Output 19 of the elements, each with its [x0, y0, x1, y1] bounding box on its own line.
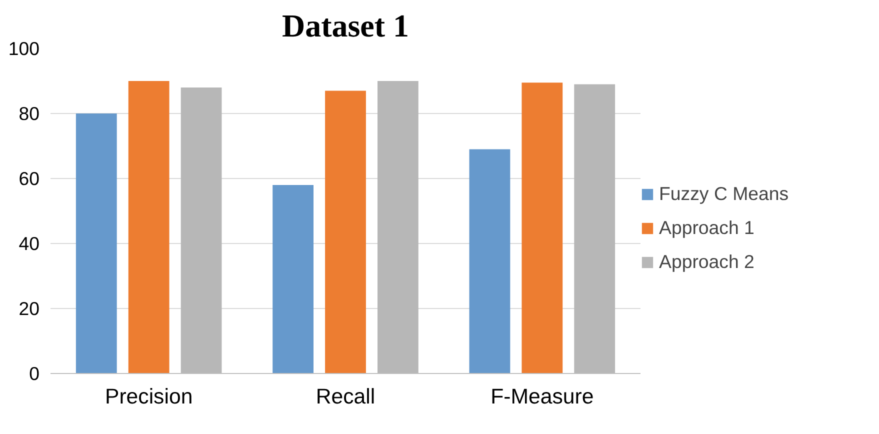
legend-label: Approach 2 [659, 251, 754, 273]
bar [128, 81, 170, 374]
bar [76, 114, 117, 374]
y-tick-label: 0 [29, 363, 40, 384]
legend-label: Approach 1 [659, 217, 754, 239]
legend-label: Fuzzy C Means [659, 183, 789, 205]
bar [469, 149, 510, 374]
y-tick-label: 20 [18, 298, 40, 319]
y-tick-label: 100 [8, 38, 40, 59]
y-tick-label: 80 [18, 103, 40, 124]
y-tick-label: 60 [18, 168, 40, 189]
bar [272, 185, 314, 374]
x-tick-label: Recall [316, 384, 376, 408]
chart-title: Dataset 1 [282, 8, 410, 44]
bar [522, 82, 563, 374]
x-tick-label: Precision [104, 384, 193, 408]
y-tick-label: 40 [18, 233, 40, 254]
x-tick-label: F-Measure [490, 384, 594, 408]
bar [325, 90, 366, 374]
